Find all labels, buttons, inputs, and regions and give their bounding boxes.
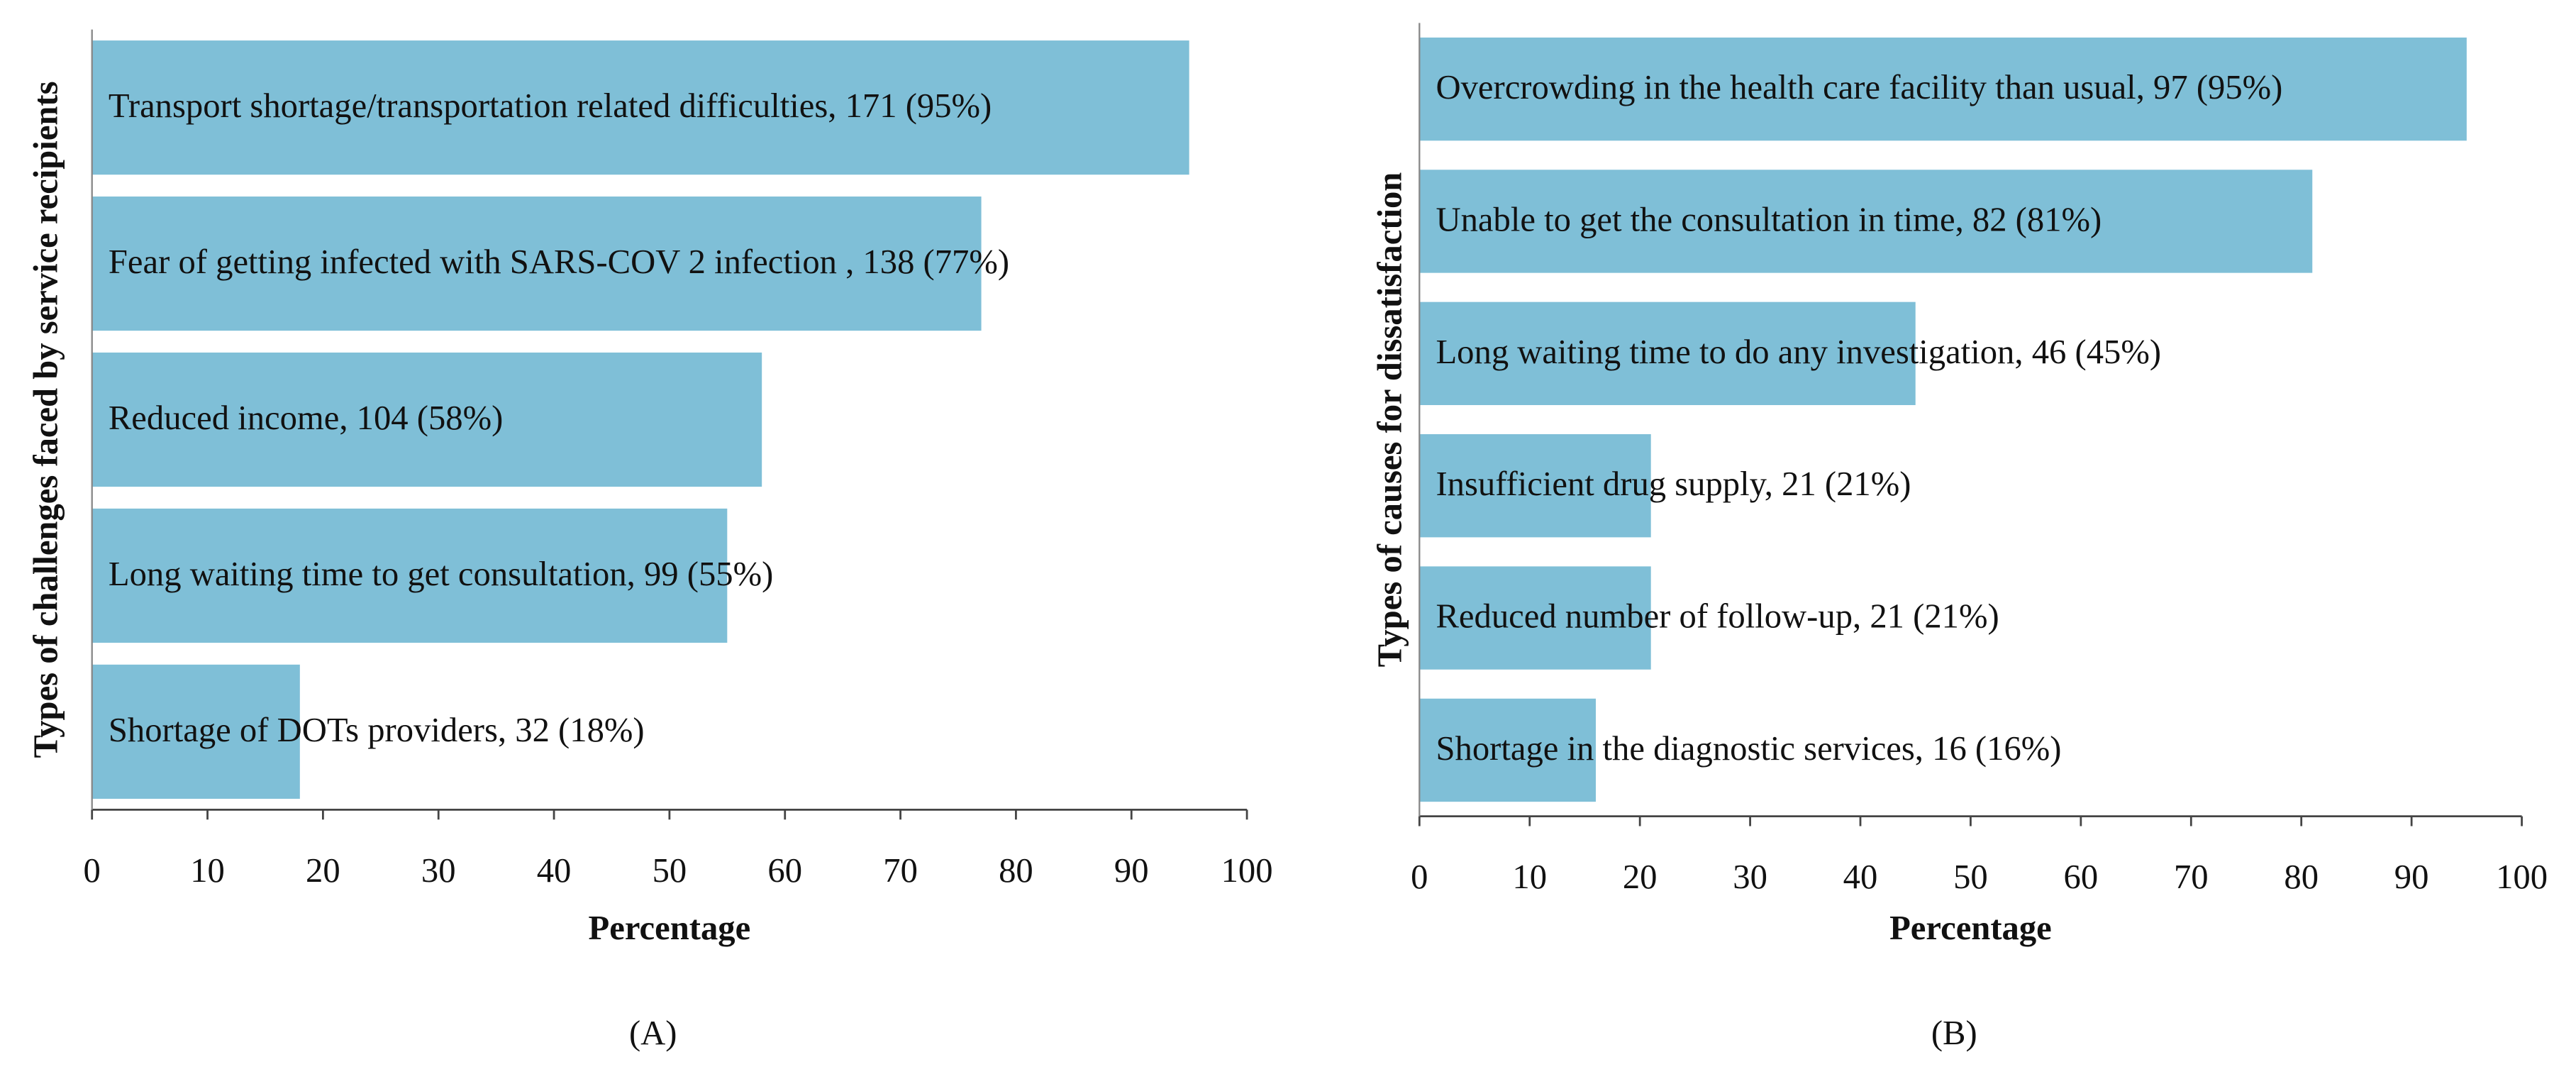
bar-label: Fear of getting infected with SARS-COV 2… (109, 243, 1009, 281)
bar (1419, 302, 1916, 406)
x-tick-label: 0 (1411, 858, 1428, 896)
x-axis-title: Percentage (589, 909, 751, 947)
bar-label: Unable to get the consultation in time, … (1436, 200, 2102, 238)
x-tick-label: 0 (84, 851, 101, 890)
bar (91, 352, 762, 487)
x-tick-label: 40 (1843, 858, 1878, 896)
chart-panel: Overcrowding in the health care facility… (1370, 23, 2548, 1052)
bar-label: Transport shortage/transportation relate… (109, 87, 992, 125)
x-tick-label: 60 (767, 851, 802, 890)
bar-label: Long waiting time to get consultation, 9… (109, 555, 773, 593)
x-tick-label: 60 (2064, 858, 2099, 896)
x-tick-label: 100 (1221, 851, 1273, 890)
panel-caption: (B) (1931, 1014, 1977, 1052)
bar (91, 664, 300, 799)
x-tick-label: 90 (2394, 858, 2429, 896)
bar-label: Reduced income, 104 (58%) (109, 399, 503, 437)
bar-label: Overcrowding in the health care facility… (1436, 68, 2282, 106)
y-axis-title: Types of causes for dissatisfaction (1370, 172, 1409, 668)
x-axis-title: Percentage (1889, 909, 2052, 947)
x-tick-label: 70 (883, 851, 918, 890)
x-tick-label: 30 (1733, 858, 1767, 896)
x-tick-label: 50 (653, 851, 687, 890)
x-tick-label: 90 (1114, 851, 1149, 890)
chart-panel: Transport shortage/transportation relate… (27, 29, 1273, 1052)
bar (1419, 434, 1651, 538)
bar-label: Shortage in the diagnostic services, 16 … (1436, 729, 2061, 768)
bar (91, 40, 1189, 175)
bar-label: Insufficient drug supply, 21 (21%) (1436, 465, 1911, 503)
bar-label: Long waiting time to do any investigatio… (1436, 333, 2161, 371)
bar (1419, 37, 2467, 141)
x-tick-label: 10 (1512, 858, 1547, 896)
x-tick-label: 70 (2174, 858, 2209, 896)
bar-label: Reduced number of follow-up, 21 (21%) (1436, 597, 1999, 636)
bar (91, 197, 982, 331)
x-tick-label: 40 (537, 851, 572, 890)
x-tick-label: 80 (2284, 858, 2319, 896)
panel-caption: (A) (629, 1014, 677, 1052)
bar (91, 508, 728, 643)
bar (1419, 170, 2313, 273)
x-tick-label: 20 (306, 851, 340, 890)
x-tick-label: 100 (2496, 858, 2548, 896)
bar (1419, 566, 1651, 670)
bar (1419, 698, 1596, 802)
bar-label: Shortage of DOTs providers, 32 (18%) (109, 711, 645, 749)
x-tick-label: 20 (1623, 858, 1658, 896)
x-tick-label: 50 (1953, 858, 1988, 896)
x-tick-label: 30 (421, 851, 456, 890)
y-axis-title: Types of challenges faced by service rec… (27, 81, 65, 758)
x-tick-label: 10 (190, 851, 225, 890)
x-tick-label: 80 (999, 851, 1033, 890)
